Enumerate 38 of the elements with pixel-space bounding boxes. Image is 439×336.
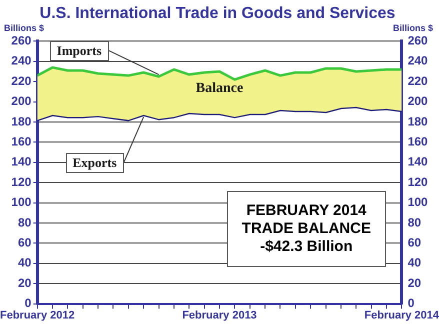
y2-tick-label: 200 xyxy=(408,94,428,108)
y-tick-label: 80 xyxy=(18,215,32,230)
y-tick-label: 100 xyxy=(11,195,32,210)
y2-tick-label: 180 xyxy=(408,114,428,128)
y2-tick-label: 0 xyxy=(408,296,415,310)
y2-tick-label: 140 xyxy=(408,154,428,169)
y-tick-label: 240 xyxy=(11,54,32,68)
y-tick-label: 220 xyxy=(11,74,32,88)
y2-tick-label: 40 xyxy=(408,256,422,270)
x-tick-label: February 2012 xyxy=(0,309,75,322)
chart-title: U.S. International Trade in Goods and Services xyxy=(40,5,396,22)
y-tick-label: 140 xyxy=(11,154,32,169)
y-tick-label: 40 xyxy=(18,256,32,270)
y-axis-title: Billions $ xyxy=(4,23,44,34)
y2-tick-label: 240 xyxy=(408,54,428,68)
y2-axis-title: Billions $ xyxy=(392,23,433,34)
y2-tick-label: 260 xyxy=(408,34,428,48)
y-tick-label: 120 xyxy=(11,174,32,189)
y2-tick-label: 60 xyxy=(408,236,422,250)
annotation: Balance xyxy=(196,81,244,96)
y2-tick-label: 120 xyxy=(408,174,428,189)
y2-tick-label: 220 xyxy=(408,74,428,88)
y-tick-label: 0 xyxy=(24,296,32,310)
series-label: Imports xyxy=(50,40,109,61)
y-tick-label: 60 xyxy=(18,236,32,250)
y-tick-label: 20 xyxy=(18,276,32,290)
y2-tick-label: 160 xyxy=(408,134,428,149)
text: Exports xyxy=(66,152,124,173)
y2-tick-label: 20 xyxy=(408,276,422,290)
y-tick-label: 180 xyxy=(11,114,32,128)
y-tick-label: 160 xyxy=(11,134,32,149)
x-tick-label: February 2013 xyxy=(182,309,257,322)
x-tick-label: February 2014 xyxy=(364,309,439,322)
annotation: FEBRUARY 2014 TRADE BALANCE -$42.3 Billion xyxy=(226,190,386,267)
y2-tick-label: 80 xyxy=(408,215,422,230)
y-tick-label: 260 xyxy=(11,34,32,48)
y2-tick-label: 100 xyxy=(408,195,428,210)
y-tick-label: 200 xyxy=(11,94,32,108)
